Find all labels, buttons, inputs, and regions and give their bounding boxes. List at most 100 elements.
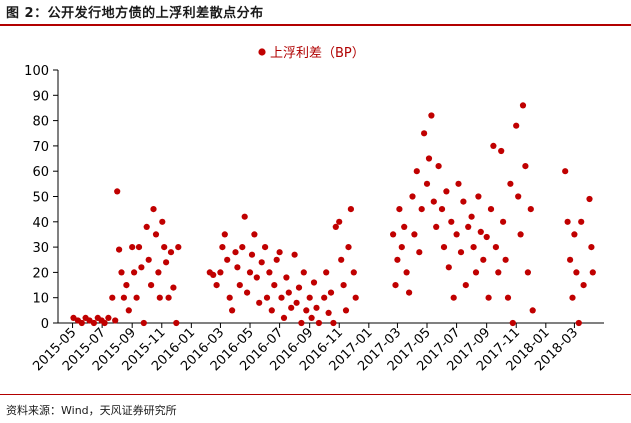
data-point <box>490 142 497 149</box>
data-point <box>586 195 593 203</box>
data-point <box>229 307 236 314</box>
data-point <box>507 180 514 187</box>
data-point <box>350 269 357 276</box>
y-tick-label: 70 <box>32 140 49 155</box>
data-point <box>430 198 437 205</box>
data-point <box>156 294 163 301</box>
data-point <box>155 269 162 276</box>
data-point <box>519 102 527 109</box>
data-point <box>409 193 416 200</box>
data-point <box>588 244 595 251</box>
data-point <box>258 259 265 266</box>
data-point <box>280 314 288 321</box>
data-point <box>300 269 307 276</box>
data-point <box>278 294 285 301</box>
data-point <box>210 271 217 278</box>
data-point <box>567 256 574 263</box>
data-point <box>306 294 313 301</box>
data-point <box>125 307 132 314</box>
data-point <box>347 206 354 213</box>
data-point <box>217 269 224 276</box>
data-point <box>573 269 580 276</box>
data-point <box>140 319 147 327</box>
y-tick-label: 60 <box>32 165 49 180</box>
data-point <box>123 282 130 289</box>
data-point <box>262 244 269 251</box>
data-point <box>483 233 490 241</box>
data-point <box>571 231 578 238</box>
y-tick-label: 30 <box>32 241 49 256</box>
data-point <box>450 294 457 301</box>
data-point <box>327 289 335 296</box>
data-point <box>303 307 310 314</box>
data-point <box>336 218 343 225</box>
data-point <box>321 294 328 301</box>
data-point <box>340 282 347 289</box>
data-point <box>244 289 251 296</box>
data-point <box>529 307 536 314</box>
footer-rule <box>0 394 631 395</box>
data-point <box>495 269 502 276</box>
data-point <box>129 244 136 251</box>
data-point <box>224 256 231 263</box>
data-point <box>271 282 278 289</box>
data-point <box>338 256 345 263</box>
data-point <box>411 231 418 238</box>
data-point <box>283 274 290 281</box>
data-point <box>403 269 410 276</box>
data-point <box>226 294 233 301</box>
data-point <box>460 198 467 205</box>
data-point <box>522 163 529 170</box>
y-tick-label: 100 <box>24 64 49 79</box>
y-tick-label: 40 <box>32 216 49 231</box>
data-point <box>325 309 332 316</box>
data-point <box>453 231 460 238</box>
data-point <box>114 188 121 195</box>
data-point <box>120 294 127 301</box>
data-point <box>390 231 397 238</box>
data-point <box>562 168 569 175</box>
legend-label: 上浮利差（BP） <box>270 46 365 61</box>
legend: 上浮利差（BP） <box>258 46 365 61</box>
data-points <box>70 102 596 327</box>
data-point <box>492 244 499 251</box>
data-point <box>236 282 243 289</box>
data-point <box>330 319 337 327</box>
data-point <box>352 294 359 301</box>
data-point <box>509 319 516 327</box>
data-point <box>513 122 520 129</box>
data-point <box>116 246 123 253</box>
data-point <box>398 244 405 251</box>
data-point <box>143 223 150 230</box>
data-point <box>323 269 330 276</box>
title-underline <box>0 24 631 26</box>
data-point <box>145 256 152 263</box>
y-tick-label: 90 <box>32 89 49 104</box>
data-point <box>468 213 475 220</box>
data-point <box>273 256 280 263</box>
data-point <box>425 155 433 162</box>
data-point <box>465 223 472 230</box>
data-point <box>401 223 408 230</box>
data-point <box>524 269 532 276</box>
data-point <box>342 307 350 314</box>
source-note: 资料来源：Wind，天风证券研究所 <box>6 404 177 417</box>
data-point <box>90 319 97 327</box>
data-point <box>575 319 582 327</box>
data-point <box>433 223 440 230</box>
data-point <box>170 284 177 291</box>
data-point <box>448 218 455 225</box>
data-point <box>109 294 116 301</box>
data-point <box>219 244 226 251</box>
data-point <box>392 282 399 289</box>
data-point <box>332 223 339 230</box>
data-point <box>477 228 484 235</box>
data-point <box>263 294 271 301</box>
data-point <box>487 206 495 213</box>
y-tick-label: 20 <box>32 266 49 281</box>
data-point <box>517 231 524 238</box>
data-point <box>165 294 172 301</box>
data-point <box>266 269 273 276</box>
data-point <box>445 264 452 271</box>
data-point <box>138 264 145 271</box>
